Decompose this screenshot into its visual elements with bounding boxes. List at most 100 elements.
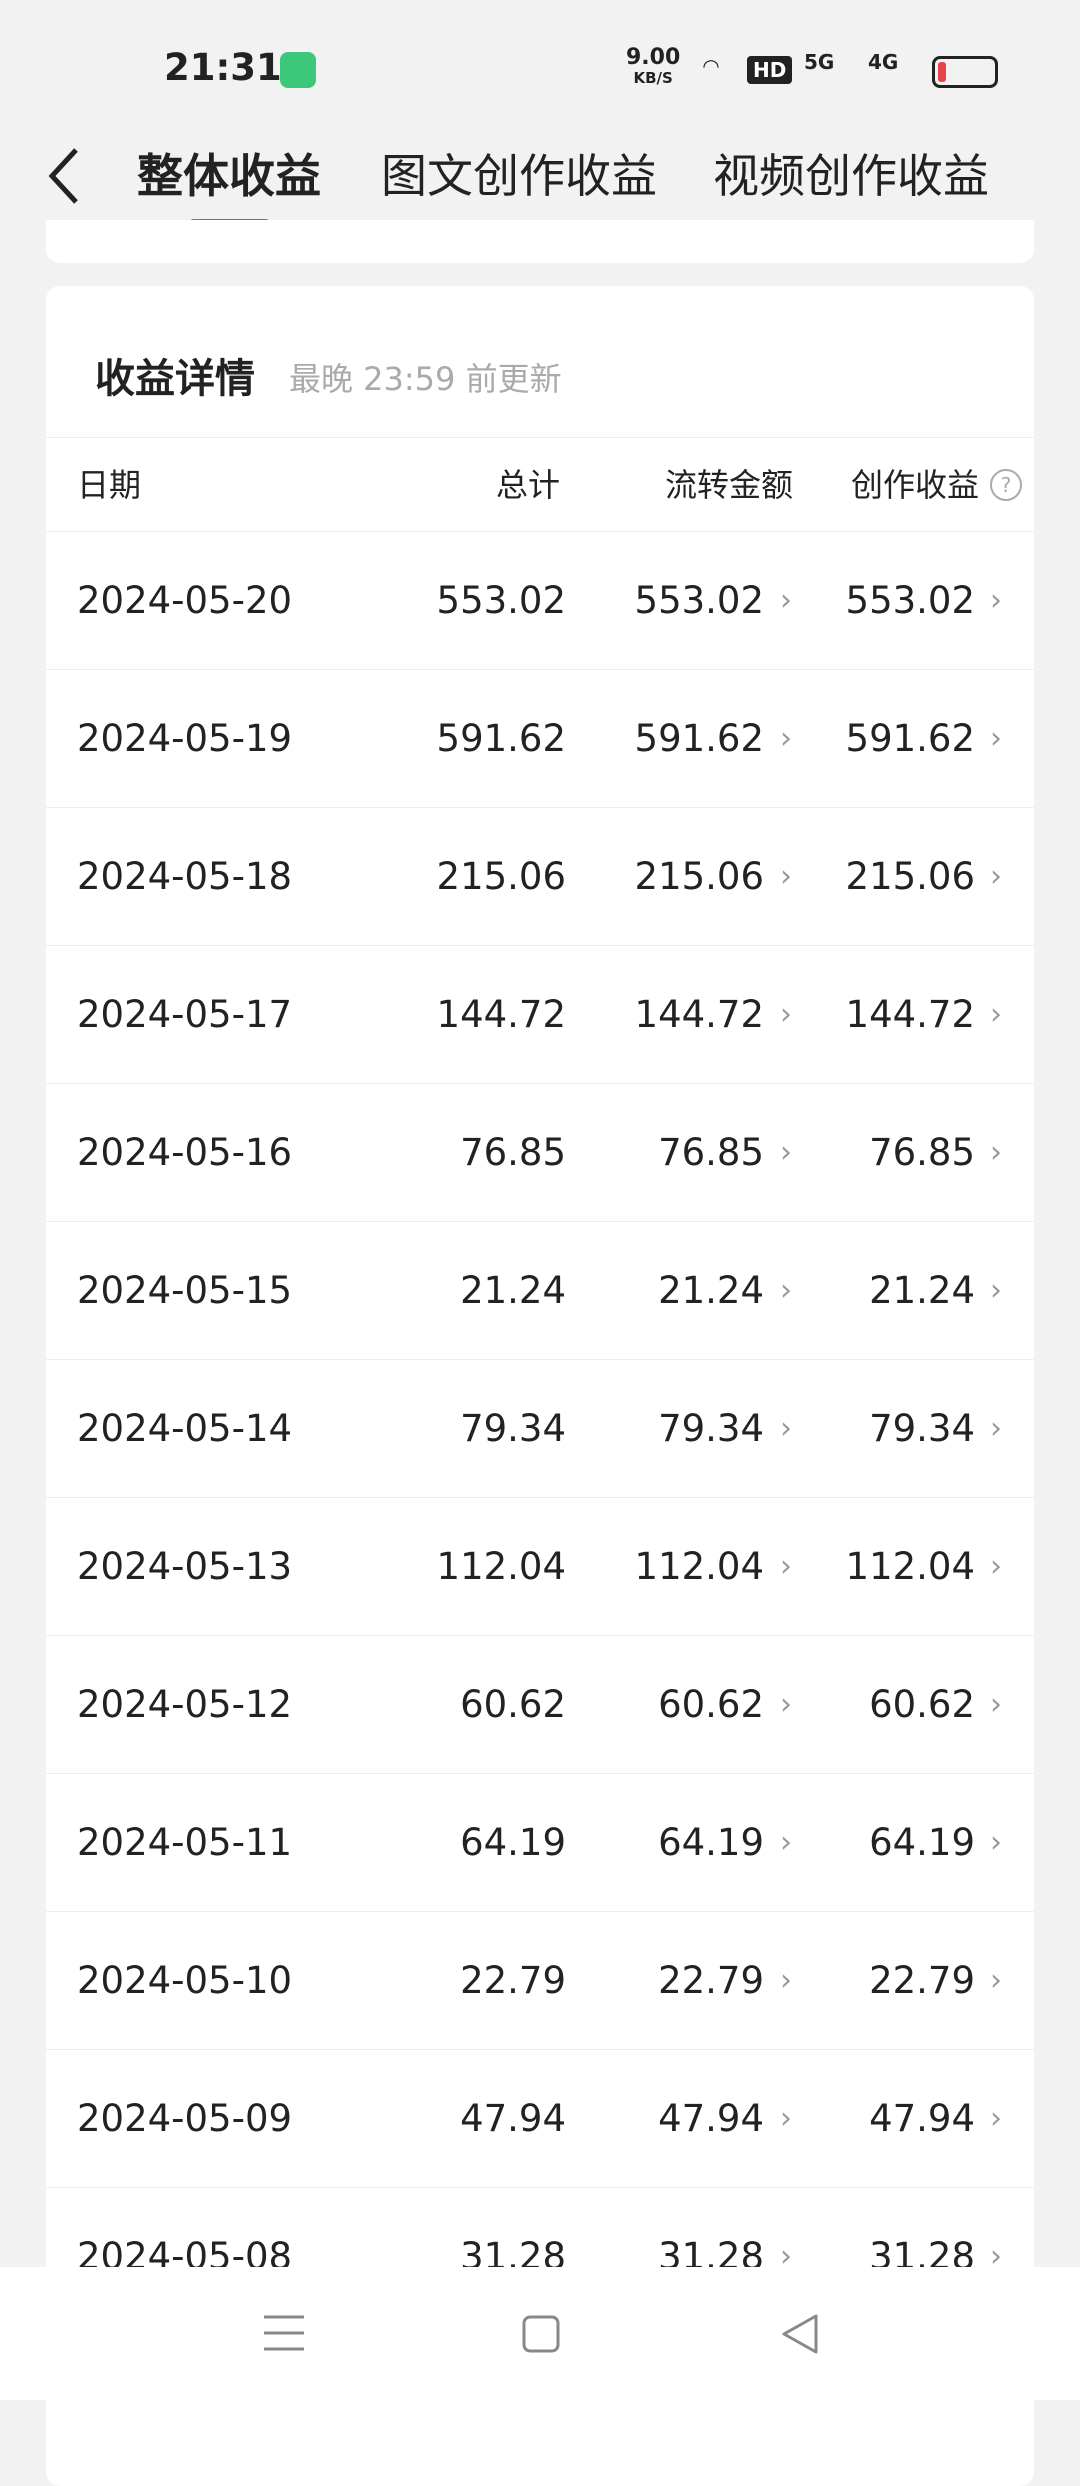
table-row[interactable]: 2024-05-19 591.62 591.62 › 591.62 › (46, 669, 1034, 808)
tab[interactable]: 整体收益 (137, 149, 321, 203)
table-row[interactable]: 2024-05-13 112.04 112.04 › 112.04 › (46, 1497, 1034, 1636)
table-header: 日期 总计 流转金额 创作收益 ? (46, 437, 1034, 532)
screen: 21:31 9.00 KB/S ◠ HD 5G 4G 整体收益 图文创作收益 视频… (0, 45, 1080, 2486)
transfer-cell: 215.06 (634, 855, 764, 898)
transfer-cell: 47.94 (658, 2097, 764, 2140)
table-row[interactable]: 2024-05-11 64.19 64.19 › 64.19 › (46, 1773, 1034, 1912)
chevron: › (780, 859, 792, 894)
creation-cell: 79.34 (869, 1407, 975, 1450)
speed: 9.00 (626, 45, 681, 70)
chevron: › (990, 1687, 1002, 1722)
date-cell: 2024-05-11 (77, 1821, 293, 1864)
date-cell: 2024-05-12 (77, 1683, 293, 1726)
transfer-cell: 60.62 (658, 1683, 764, 1726)
creation-cell: 21.24 (869, 1269, 975, 1312)
chevron: › (990, 583, 1002, 618)
creation-cell: 591.62 (845, 717, 975, 760)
tab[interactable]: 图文创作收益 (381, 149, 657, 203)
battery (932, 56, 998, 88)
transfer-cell: 553.02 (634, 579, 764, 622)
table-row[interactable]: 2024-05-20 553.02 553.02 › 553.02 › (46, 531, 1034, 670)
back-nav-button[interactable] (780, 2313, 820, 2355)
total-cell: 79.34 (460, 1407, 566, 1450)
time: 21:31 (164, 46, 282, 89)
date-cell: 2024-05-10 (77, 1959, 293, 2002)
transfer-cell: 22.79 (658, 1959, 764, 2002)
creation-cell: 22.79 (869, 1959, 975, 2002)
home-button[interactable] (522, 2315, 560, 2353)
app-icon (280, 52, 316, 88)
total-cell: 591.62 (436, 717, 566, 760)
net-speed: 9.00 KB/S (626, 45, 681, 88)
transfer-cell: 76.85 (658, 1131, 764, 1174)
date-cell: 2024-05-13 (77, 1545, 293, 1588)
chevron: › (780, 997, 792, 1032)
date-cell: 2024-05-15 (77, 1269, 293, 1312)
chevron: › (780, 1687, 792, 1722)
creation-cell: 47.94 (869, 2097, 975, 2140)
chevron: › (990, 1963, 1002, 1998)
creation-cell: 144.72 (845, 993, 975, 1036)
header-cell: 流转金额 (664, 466, 793, 504)
table-row[interactable]: 2024-05-09 47.94 47.94 › 47.94 › (46, 2049, 1034, 2188)
chevron: › (780, 1411, 792, 1446)
header-cell: 日期 (77, 466, 142, 504)
creation-cell: 76.85 (869, 1131, 975, 1174)
menu-button[interactable] (262, 2313, 306, 2353)
date-cell: 2024-05-16 (77, 1131, 293, 1174)
transfer-cell: 64.19 (658, 1821, 764, 1864)
chevron: › (780, 721, 792, 756)
section-subtitle: 最晚 23:59 前更新 (289, 360, 562, 398)
chevron: › (990, 2239, 1002, 2274)
chevron: › (780, 583, 792, 618)
table-row[interactable]: 2024-05-10 22.79 22.79 › 22.79 › (46, 1911, 1034, 2050)
creation-cell: 64.19 (869, 1821, 975, 1864)
chevron: › (780, 1549, 792, 1584)
table-row[interactable]: 2024-05-12 60.62 60.62 › 60.62 › (46, 1635, 1034, 1774)
date-cell: 2024-05-18 (77, 855, 293, 898)
table-row[interactable]: 2024-05-14 79.34 79.34 › 79.34 › (46, 1359, 1034, 1498)
creation-cell: 112.04 (845, 1545, 975, 1588)
total-cell: 215.06 (436, 855, 566, 898)
date-cell: 2024-05-09 (77, 2097, 293, 2140)
table-row[interactable]: 2024-05-17 144.72 144.72 › 144.72 › (46, 945, 1034, 1084)
chevron: › (780, 1273, 792, 1308)
table-row[interactable]: 2024-05-15 21.24 21.24 › 21.24 › (46, 1221, 1034, 1360)
transfer-cell: 79.34 (658, 1407, 764, 1450)
date-cell: 2024-05-14 (77, 1407, 293, 1450)
chevron: › (990, 1273, 1002, 1308)
creation-cell: 215.06 (845, 855, 975, 898)
tab[interactable]: 视频创作收益 (713, 149, 989, 203)
table-row[interactable]: 2024-05-18 215.06 215.06 › 215.06 › (46, 807, 1034, 946)
chevron: › (780, 1963, 792, 1998)
creation-cell: 553.02 (845, 579, 975, 622)
total-cell: 47.94 (460, 2097, 566, 2140)
card (46, 220, 1034, 263)
date-cell: 2024-05-20 (77, 579, 293, 622)
chevron: › (990, 721, 1002, 756)
table-row[interactable]: 2024-05-16 76.85 76.85 › 76.85 › (46, 1083, 1034, 1222)
hd: HD (747, 56, 793, 84)
section-title: 收益详情 (95, 356, 255, 402)
total-cell: 553.02 (436, 579, 566, 622)
net-5g: 5G (804, 50, 835, 74)
chevron: › (780, 2239, 792, 2274)
total-cell: 22.79 (460, 1959, 566, 2002)
header-cell: 创作收益 (850, 466, 979, 504)
chevron: › (990, 1549, 1002, 1584)
chevron: › (990, 859, 1002, 894)
back-button[interactable] (44, 146, 84, 206)
nav-bar (0, 2267, 1080, 2400)
card: 收益详情 最晚 23:59 前更新 日期 总计 流转金额 创作收益 ? 2024… (46, 286, 1034, 2486)
total-cell: 112.04 (436, 1545, 566, 1588)
header-cell: 总计 (495, 466, 560, 504)
net-4g: 4G (868, 50, 899, 74)
total-cell: 76.85 (460, 1131, 566, 1174)
transfer-cell: 21.24 (658, 1269, 764, 1312)
chevron: › (990, 2101, 1002, 2136)
chevron: › (990, 1825, 1002, 1860)
transfer-cell: 112.04 (634, 1545, 764, 1588)
help-icon[interactable]: ? (990, 469, 1022, 501)
total-cell: 60.62 (460, 1683, 566, 1726)
date-cell: 2024-05-19 (77, 717, 293, 760)
